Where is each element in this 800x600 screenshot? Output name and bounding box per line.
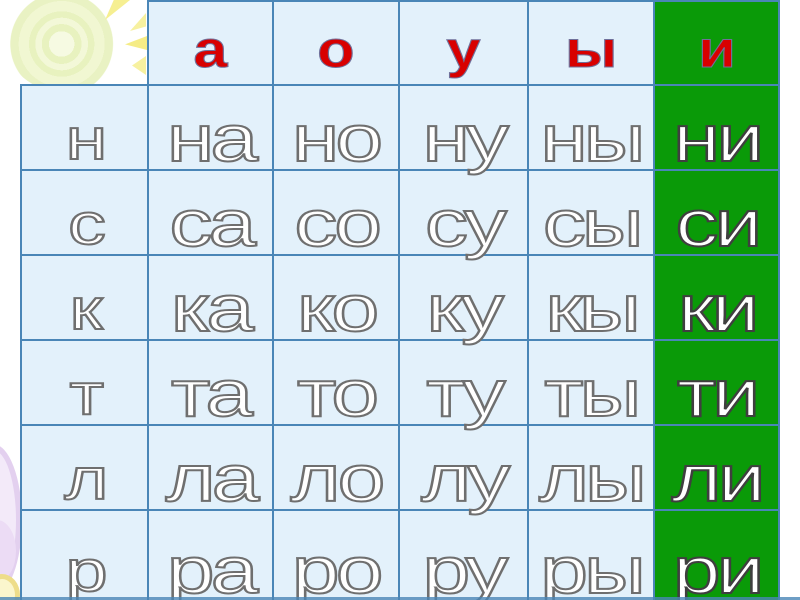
syllable-cell-ро: ро [272, 509, 400, 600]
syllable-cell-ты: ты [527, 339, 655, 430]
consonant-letter: н [64, 107, 108, 172]
vowel-header-cell-у: у [398, 0, 529, 86]
syllable-text: ру [421, 533, 509, 600]
syllable-cell-ны: ны [527, 84, 655, 175]
syllable-text: кы [544, 271, 642, 345]
vowel-letter: а [193, 21, 228, 79]
consonant-cell-л: л [20, 424, 149, 512]
empty-corner-cell [21, 1, 148, 85]
syllable-row-т: т та то ту ты ти [20, 339, 780, 430]
syllable-text: ки [676, 271, 760, 345]
syllable-text: ро [291, 533, 385, 600]
syllable-text: то [296, 356, 381, 430]
syllable-text: ры [539, 533, 647, 600]
consonant-letter: с [66, 192, 106, 257]
syllable-text: лу [420, 441, 512, 515]
syllable-text: та [170, 356, 255, 430]
syllable-cell-ко: ко [272, 254, 400, 345]
syllable-cell-кы: кы [527, 254, 655, 345]
syllable-row-н: н на но ну ны ни [20, 84, 780, 175]
consonant-letter: т [68, 362, 105, 427]
consonant-cell-н: н [20, 84, 149, 172]
consonant-letter: р [64, 539, 109, 600]
syllable-cell-ку: ку [398, 254, 529, 345]
syllable-cell-ра: ра [147, 509, 274, 600]
syllable-cell-со: со [272, 169, 400, 260]
syllable-cell-ти: ти [653, 339, 780, 430]
syllable-text: ну [421, 101, 510, 175]
vowel-letter: ы [564, 21, 618, 79]
syllable-cell-ли: ли [653, 424, 780, 515]
syllable-text: ла [164, 441, 261, 515]
syllable-text: са [168, 186, 257, 260]
syllable-cell-ка: ка [147, 254, 274, 345]
syllable-cell-но: но [272, 84, 400, 175]
syllable-cell-су: су [398, 169, 529, 260]
syllable-text: ту [425, 356, 507, 430]
syllable-table-body: а о у ы и н на но ну ны ни с са со су сы си к ка ко ку кы ки т т… [20, 0, 780, 600]
vowel-letter: у [446, 21, 481, 79]
syllable-row-р: р ра ро ру ры ри [20, 509, 780, 600]
syllable-text: ли [670, 441, 767, 515]
syllable-cell-са: са [147, 169, 274, 260]
syllable-text: лы [538, 441, 648, 515]
consonant-cell-к: к [20, 254, 149, 342]
consonant-cell-с: с [20, 169, 149, 257]
syllable-row-с: с са со су сы си [20, 169, 780, 260]
syllable-text: ны [539, 101, 647, 175]
syllable-row-к: к ка ко ку кы ки [20, 254, 780, 345]
syllable-table: а о у ы и н на но ну ны ни с са со су сы си к ка ко ку кы ки т т… [20, 0, 780, 600]
slide-bottom-edge [0, 597, 800, 600]
syllable-cell-та: та [147, 339, 274, 430]
vowel-header-cell-о: о [272, 0, 400, 86]
syllable-cell-ни: ни [653, 84, 780, 175]
consonant-letter: л [63, 447, 110, 512]
syllable-cell-на: на [147, 84, 274, 175]
consonant-cell-т: т [20, 339, 149, 427]
sun-blob-decoration [6, 0, 122, 92]
syllable-text: ри [671, 533, 765, 600]
syllable-cell-ну: ну [398, 84, 529, 175]
syllable-text: ку [425, 271, 505, 345]
syllable-text: сы [541, 186, 644, 260]
syllable-row-л: л ла ло лу лы ли [20, 424, 780, 515]
syllable-text: ра [165, 533, 259, 600]
vowel-header-cell-а: а [147, 0, 274, 86]
flower-decoration [0, 520, 16, 582]
flower-yellow-decoration [0, 574, 20, 600]
syllable-cell-ту: ту [398, 339, 529, 430]
syllable-cell-си: си [653, 169, 780, 260]
syllable-text: ти [675, 356, 761, 430]
syllable-text: на [166, 101, 260, 175]
syllable-text: ло [289, 441, 386, 515]
syllable-text: си [674, 186, 764, 260]
syllable-cell-ла: ла [147, 424, 274, 515]
syllable-cell-сы: сы [527, 169, 655, 260]
syllable-cell-ки: ки [653, 254, 780, 345]
syllable-cell-ру: ру [398, 509, 529, 600]
vowel-letter: и [697, 21, 736, 79]
syllable-text: ка [170, 271, 256, 345]
syllable-text: со [293, 186, 383, 260]
syllable-cell-то: то [272, 339, 400, 430]
syllable-cell-ло: ло [272, 424, 400, 515]
vowel-header-cell-и: и [653, 0, 780, 86]
syllable-cell-ри: ри [653, 509, 780, 600]
syllable-cell-ры: ры [527, 509, 655, 600]
syllable-text: ты [543, 356, 643, 430]
vowel-letter: о [317, 21, 356, 79]
syllable-cell-лы: лы [527, 424, 655, 515]
consonant-letter: к [69, 277, 105, 342]
syllable-text: су [423, 186, 508, 260]
syllable-text: ко [295, 271, 380, 345]
syllable-text: ни [671, 101, 765, 175]
syllable-text: но [291, 101, 385, 175]
vowel-header-cell-ы: ы [527, 0, 655, 86]
syllable-cell-лу: лу [398, 424, 529, 515]
consonant-cell-р: р [20, 509, 149, 600]
